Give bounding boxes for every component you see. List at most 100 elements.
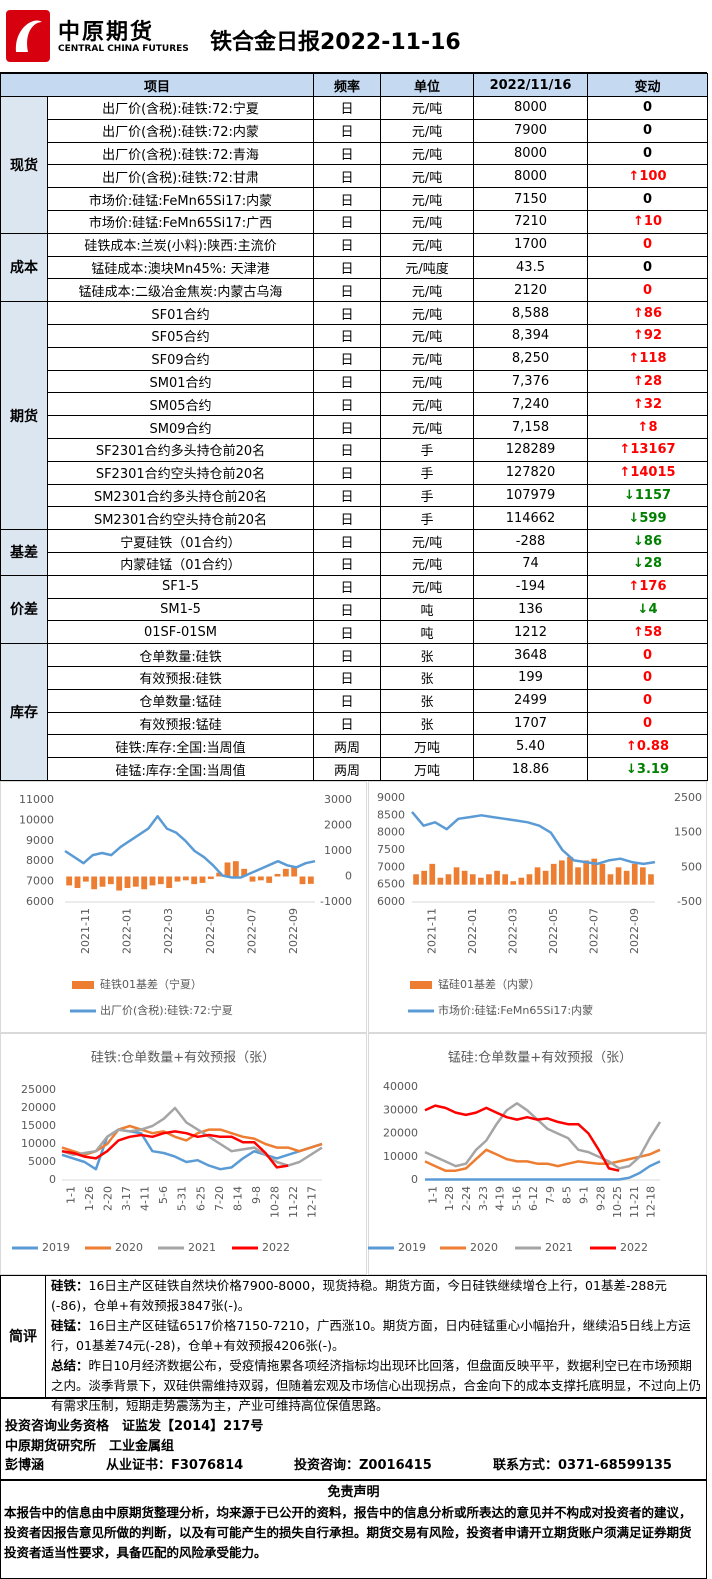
unit-cell: 元/吨 bbox=[380, 529, 475, 553]
change-value: 0 bbox=[642, 670, 653, 686]
legend-label: 硅铁01基差（宁夏） bbox=[100, 977, 202, 991]
change-cell: ↑118 bbox=[587, 346, 709, 371]
unit-cell: 元/吨 bbox=[380, 96, 475, 120]
x-tick-label: 9-1 bbox=[577, 1186, 590, 1204]
bar bbox=[607, 874, 614, 885]
unit-cell: 吨 bbox=[380, 597, 475, 622]
change-value: 14015 bbox=[630, 465, 676, 481]
item-cell: 出厂价(含税):硅铁:72:内蒙 bbox=[46, 118, 315, 143]
legend-label: 2022 bbox=[262, 1241, 290, 1254]
bar bbox=[575, 867, 581, 885]
legend-swatch bbox=[72, 981, 94, 989]
table-row: SF05合约日元/吨 8,394 ↑92 bbox=[1, 323, 709, 348]
value-cell: 5.40 bbox=[473, 734, 589, 759]
value-cell: 8,394 bbox=[473, 323, 589, 348]
change-value: 0 bbox=[642, 259, 653, 275]
bar bbox=[478, 877, 484, 885]
table-row: SF09合约日元/吨 8,250 ↑118 bbox=[1, 346, 709, 371]
x-tick-label: 2022-05 bbox=[204, 908, 217, 954]
comment-paragraph: 硅铁：16日主产区硅铁自然块价格7900-8000，现货持稳。期货方面，今日硅铁… bbox=[51, 1276, 703, 1316]
item-cell: 仓单数量:锰硅 bbox=[46, 688, 315, 713]
contact: 联系方式：0371-68599135 bbox=[493, 1458, 672, 1473]
table-row: 出厂价(含税):硅铁:72:甘肃日元/吨 8000 ↑100 bbox=[1, 164, 709, 189]
comment-topic: 硅铁： bbox=[51, 1278, 89, 1293]
y-tick-label: 8000 bbox=[26, 854, 54, 867]
unit-cell: 元/吨 bbox=[380, 187, 475, 211]
freq-cell: 日 bbox=[313, 187, 382, 211]
unit-cell: 元/吨 bbox=[380, 164, 475, 189]
change-value: 0 bbox=[642, 145, 653, 161]
license: 从业证书：F3076814 bbox=[106, 1458, 244, 1473]
unit-cell: 元/吨 bbox=[380, 278, 475, 303]
bar bbox=[191, 876, 198, 885]
item-cell: SF05合约 bbox=[46, 323, 315, 348]
y2-tick-label: 500 bbox=[681, 860, 702, 873]
author: 彭博涵 bbox=[5, 1458, 45, 1473]
item-cell: 仓单数量:硅铁 bbox=[46, 643, 315, 667]
item-cell: 市场价:硅锰:FeMn65Si17:广西 bbox=[46, 209, 315, 234]
change-cell: 0 bbox=[587, 232, 709, 257]
bar bbox=[241, 868, 248, 877]
change-cell: ↑176 bbox=[587, 574, 709, 599]
change-value: 86 bbox=[643, 305, 663, 321]
change-cell: ↓1157 bbox=[587, 483, 709, 508]
table-row: 基差 宁夏硅铁（01合约）日元/吨 -288 ↓86 bbox=[0, 529, 709, 576]
unit-cell: 手 bbox=[380, 460, 475, 485]
y-tick-label: 7500 bbox=[377, 843, 405, 856]
change-arrow: ↑ bbox=[619, 442, 631, 458]
y2-tick-label: 2500 bbox=[674, 791, 702, 804]
y-tick-label: 30000 bbox=[383, 1103, 418, 1116]
x-tick-label: 9-28 bbox=[594, 1186, 607, 1211]
freq-cell: 日 bbox=[313, 483, 382, 508]
bar bbox=[648, 874, 654, 885]
consult: 投资咨询：Z0016415 bbox=[294, 1458, 432, 1473]
legend-label: 出厂价(含税):硅铁:72:宁夏 bbox=[100, 1003, 233, 1017]
series-line bbox=[424, 1102, 662, 1170]
x-tick-label: 1-26 bbox=[83, 1186, 96, 1211]
x-tick-label: 9-8 bbox=[250, 1186, 263, 1204]
unit-cell: 张 bbox=[380, 711, 475, 736]
value-cell: 114662 bbox=[473, 506, 589, 531]
table-row: SF2301合约空头持仓前20名日手 127820 ↑14015 bbox=[1, 460, 709, 485]
freq-cell: 日 bbox=[313, 415, 382, 439]
bar bbox=[74, 876, 81, 888]
freq-cell: 日 bbox=[313, 209, 382, 234]
unit-cell: 元/吨 bbox=[380, 209, 475, 234]
header-cell: 变动 bbox=[587, 73, 709, 97]
bar bbox=[174, 876, 181, 882]
change-cell: ↑58 bbox=[587, 620, 709, 645]
table-row: SM05合约日元/吨 7,240 ↑32 bbox=[1, 392, 709, 417]
x-tick-label: 2022-01 bbox=[121, 908, 134, 954]
item-cell: SM2301合约多头持仓前20名 bbox=[46, 483, 315, 508]
table-row: 锰硅成本:澳块Mn45%: 天津港日元/吨度 43.5 0 bbox=[1, 255, 709, 280]
legend-label: 2019 bbox=[398, 1241, 426, 1254]
change-cell: 0 bbox=[587, 187, 709, 211]
unit-cell: 元/吨 bbox=[380, 574, 475, 599]
series-line bbox=[411, 811, 656, 866]
change-cell: ↓3.19 bbox=[587, 757, 709, 781]
x-tick-label: 7-9 bbox=[544, 1186, 557, 1204]
change-value: 100 bbox=[639, 168, 667, 184]
value-cell: 8000 bbox=[473, 164, 589, 189]
bar bbox=[534, 867, 541, 885]
bar bbox=[559, 860, 565, 885]
unit-cell: 手 bbox=[380, 506, 475, 531]
change-cell: ↓599 bbox=[587, 506, 709, 531]
section-cell: 成本 bbox=[0, 232, 48, 303]
item-cell: 内蒙硅锰（01合约） bbox=[46, 551, 315, 576]
value-cell: 199 bbox=[473, 665, 589, 690]
legend-label: 市场价:硅锰:FeMn65Si17:内蒙 bbox=[438, 1003, 593, 1017]
y-tick-label: 6000 bbox=[26, 895, 54, 908]
value-cell: 7,158 bbox=[473, 415, 589, 439]
y-tick-label: 8500 bbox=[377, 808, 405, 821]
freq-cell: 日 bbox=[313, 437, 382, 462]
change-value: 4 bbox=[648, 601, 658, 617]
item-cell: SM1-5 bbox=[46, 597, 315, 622]
freq-cell: 日 bbox=[313, 278, 382, 303]
change-cell: 0 bbox=[587, 118, 709, 143]
x-tick-label: 12-18 bbox=[645, 1186, 658, 1218]
bar bbox=[550, 863, 557, 885]
value-cell: 2120 bbox=[473, 278, 589, 303]
value-cell: 7150 bbox=[473, 187, 589, 211]
y2-tick-label: 3000 bbox=[324, 793, 352, 806]
